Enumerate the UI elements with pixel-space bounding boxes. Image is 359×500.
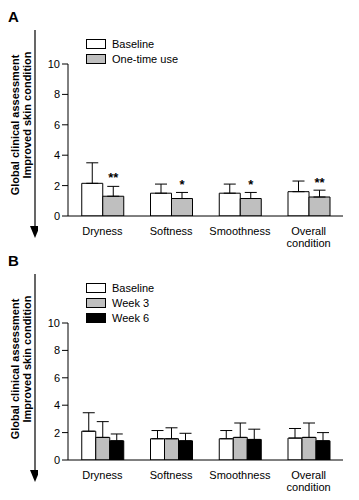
- html-text:B: B: [8, 252, 19, 269]
- svg-text:8: 8: [54, 344, 60, 356]
- svg-text:2: 2: [54, 427, 60, 439]
- html-text:One-time use: One-time use: [112, 53, 178, 65]
- svg-text:10: 10: [48, 317, 60, 329]
- svg-text:Smoothness: Smoothness: [209, 469, 271, 481]
- svg-text:2: 2: [54, 180, 60, 192]
- svg-text:6: 6: [54, 372, 60, 384]
- svg-text:Softness: Softness: [150, 469, 193, 481]
- svg-text:Improved skin condition: Improved skin condition: [21, 295, 33, 422]
- svg-text:Smoothness: Smoothness: [209, 225, 271, 237]
- html-text:Baseline: Baseline: [112, 282, 155, 294]
- svg-text:Overallcondition: Overallcondition: [287, 469, 331, 492]
- svg-text:*: *: [179, 177, 185, 192]
- svg-text:4: 4: [54, 399, 60, 411]
- svg-text:*: *: [248, 177, 254, 192]
- svg-text:8: 8: [54, 88, 60, 100]
- html-text:Baseline: Baseline: [112, 38, 155, 50]
- svg-text:10: 10: [48, 58, 60, 70]
- svg-text:**: **: [314, 175, 325, 190]
- svg-text:Global clinical assessment: Global clinical assessment: [9, 54, 21, 195]
- svg-text:**: **: [108, 170, 119, 185]
- svg-text:4: 4: [54, 149, 60, 161]
- svg-text:0: 0: [54, 454, 60, 466]
- html-text:Week 3: Week 3: [112, 297, 150, 309]
- svg-text:Softness: Softness: [150, 225, 193, 237]
- svg-text:Dryness: Dryness: [82, 469, 123, 481]
- html-text:Week 6: Week 6: [112, 312, 150, 324]
- svg-text:0: 0: [54, 210, 60, 222]
- svg-text:Global clinical assessment: Global clinical assessment: [9, 298, 21, 439]
- html-text:A: A: [8, 8, 19, 25]
- svg-text:Dryness: Dryness: [82, 225, 123, 237]
- svg-text:6: 6: [54, 119, 60, 131]
- svg-text:Overallcondition: Overallcondition: [287, 225, 331, 248]
- svg-text:Improved skin condition: Improved skin condition: [21, 51, 33, 178]
